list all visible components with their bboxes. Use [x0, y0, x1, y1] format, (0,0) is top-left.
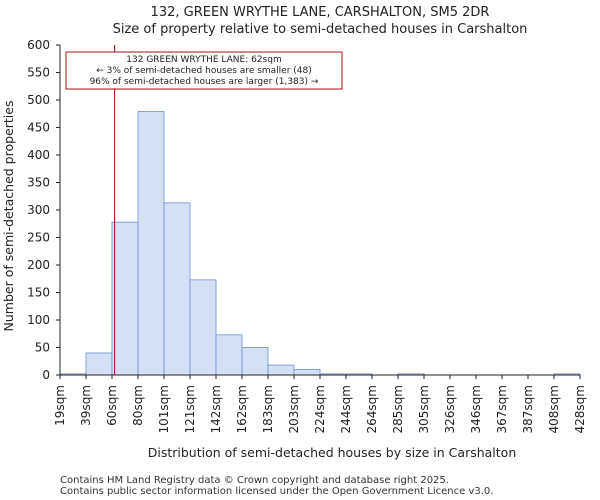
x-tick-label-387sqm: 387sqm	[521, 385, 535, 433]
y-tick-label-250: 250	[27, 231, 50, 245]
y-tick-label-500: 500	[27, 93, 50, 107]
y-tick-labels: 0 50 100 150 200 250 300 350 400 450 500 550 600	[27, 38, 50, 382]
x-tick-label-183sqm: 183sqm	[261, 385, 275, 433]
histogram-bar-121sqm	[189, 279, 217, 376]
y-tick-label-150: 150	[27, 286, 50, 300]
y-tick-label-550: 550	[27, 66, 50, 80]
histogram-bar-203sqm	[293, 369, 321, 376]
annotation-line-1: 132 GREEN WRYTHE LANE: 62sqm	[126, 55, 281, 65]
x-tick-label-367sqm: 367sqm	[495, 385, 509, 433]
x-tick-label-101sqm: 101sqm	[157, 385, 171, 433]
bars-group	[59, 111, 581, 376]
annotation-frame	[65, 51, 343, 90]
footer-line-1: Contains HM Land Registry data © Crown c…	[60, 475, 449, 486]
x-tick-label-39sqm: 39sqm	[79, 385, 93, 426]
x-tick-label-326sqm: 326sqm	[443, 385, 457, 433]
histogram-bar-60sqm	[111, 221, 139, 376]
footer-line-2: Contains public sector information licen…	[60, 486, 493, 497]
y-tick-label-350: 350	[27, 176, 50, 190]
x-tick-label-60sqm: 60sqm	[105, 385, 119, 426]
annotation-line-3: 96% of semi-detached houses are larger (…	[90, 77, 319, 87]
x-tick-label-244sqm: 244sqm	[339, 385, 353, 433]
histogram-bar-142sqm	[215, 334, 243, 376]
x-axis-label: Distribution of semi-detached houses by …	[148, 445, 517, 460]
x-tick-label-224sqm: 224sqm	[313, 385, 327, 433]
y-tick-label-0: 0	[42, 368, 50, 382]
x-tick-labels: 19sqm 39sqm 60sqm 80sqm 101sqm 121sqm 142sqm 16…	[53, 385, 587, 433]
x-tick-label-428sqm: 428sqm	[573, 385, 587, 433]
x-tick-label-264sqm: 264sqm	[365, 385, 379, 433]
chart-title: 132, GREEN WRYTHE LANE, CARSHALTON, SM5 …	[151, 5, 490, 20]
histogram-bar-162sqm	[241, 347, 269, 376]
y-tick-label-200: 200	[27, 258, 50, 272]
histogram-bar-39sqm	[85, 352, 113, 376]
histogram-bar-80sqm	[137, 111, 165, 376]
x-tick-label-203sqm: 203sqm	[287, 385, 301, 433]
chart-subtitle: Size of property relative to semi-detach…	[113, 22, 528, 37]
x-tick-label-80sqm: 80sqm	[131, 385, 145, 426]
x-tick-label-19sqm: 19sqm	[53, 385, 67, 426]
x-tick-label-346sqm: 346sqm	[469, 385, 483, 433]
x-tick-label-142sqm: 142sqm	[209, 385, 223, 433]
x-tick-label-162sqm: 162sqm	[235, 385, 249, 433]
annotation-line-2: ← 3% of semi-detached houses are smaller…	[96, 66, 312, 76]
y-tick-label-100: 100	[27, 313, 50, 327]
y-tick-label-400: 400	[27, 148, 50, 162]
x-tick-label-408sqm: 408sqm	[547, 385, 561, 433]
x-tick-label-305sqm: 305sqm	[417, 385, 431, 433]
y-axis-label: Number of semi-detached properties	[1, 101, 16, 332]
axes-group	[56, 44, 581, 379]
x-tick-label-285sqm: 285sqm	[391, 385, 405, 433]
y-tick-label-300: 300	[27, 203, 50, 217]
x-tick-label-121sqm: 121sqm	[183, 385, 197, 433]
histogram-bar-101sqm	[163, 202, 191, 376]
y-tick-label-450: 450	[27, 121, 50, 135]
y-tick-label-600: 600	[27, 38, 50, 52]
histogram-bar-183sqm	[267, 364, 295, 376]
y-tick-label-50: 50	[35, 341, 50, 355]
annotation-box: 132 GREEN WRYTHE LANE: 62sqm ← 3% of sem…	[65, 51, 343, 90]
